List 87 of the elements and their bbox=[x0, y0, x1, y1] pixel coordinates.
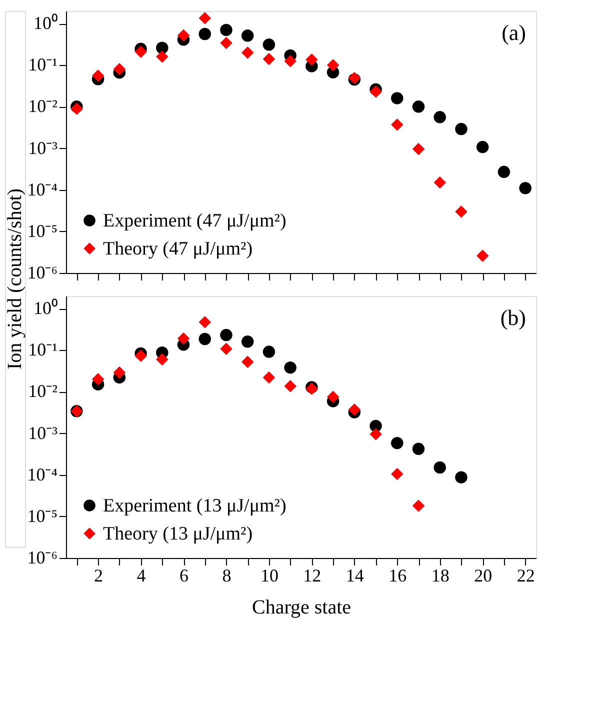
x-tick-label: 16 bbox=[388, 566, 407, 586]
point bbox=[198, 28, 211, 40]
x-tick-label: 20 bbox=[474, 566, 492, 586]
y-tick-label: 10⁻⁶ bbox=[27, 548, 58, 568]
legend-label: Experiment (13 μJ/μm²) bbox=[103, 496, 286, 516]
point bbox=[241, 46, 254, 59]
annotation: (b) bbox=[500, 305, 526, 330]
y-tick-label: 10⁻⁴ bbox=[27, 179, 58, 200]
point bbox=[455, 122, 468, 136]
point bbox=[455, 205, 468, 218]
point bbox=[284, 54, 296, 68]
point bbox=[284, 361, 296, 374]
point bbox=[391, 118, 404, 131]
x-tick-label: 10 bbox=[260, 566, 278, 586]
annotation: (a) bbox=[502, 20, 526, 45]
y-tick-label: 10⁻¹ bbox=[28, 54, 58, 75]
point bbox=[455, 471, 468, 484]
point bbox=[476, 140, 489, 154]
point bbox=[284, 380, 296, 392]
point bbox=[241, 356, 254, 368]
point bbox=[262, 38, 276, 51]
point bbox=[134, 350, 147, 362]
point bbox=[92, 69, 104, 82]
point bbox=[220, 342, 232, 355]
point bbox=[92, 373, 104, 386]
point bbox=[412, 442, 425, 456]
point bbox=[412, 100, 425, 113]
point bbox=[113, 63, 126, 76]
point bbox=[262, 371, 276, 384]
x-tick-label: 4 bbox=[136, 566, 146, 586]
x-tick-label: 22 bbox=[516, 566, 535, 586]
y-tick-label: 10⁻³ bbox=[28, 422, 58, 443]
point bbox=[134, 46, 147, 58]
legend-label: Theory (47 μJ/μm²) bbox=[103, 238, 253, 260]
point bbox=[326, 58, 340, 72]
point bbox=[412, 142, 425, 156]
point bbox=[198, 332, 211, 346]
point bbox=[198, 12, 211, 24]
point bbox=[348, 404, 361, 416]
point bbox=[262, 52, 276, 66]
point bbox=[156, 353, 168, 366]
x-tick-label: 8 bbox=[222, 566, 232, 586]
y-tick-label: 10⁻¹ bbox=[28, 340, 58, 360]
y-tick-label: 10⁻² bbox=[28, 96, 58, 116]
x-tick-label: 14 bbox=[346, 566, 364, 586]
point bbox=[220, 36, 232, 50]
point bbox=[198, 316, 211, 328]
y-tick-label: 10⁻³ bbox=[28, 138, 58, 158]
x-tick-label: 2 bbox=[94, 566, 104, 586]
x-axis-title: Charge state bbox=[252, 596, 352, 618]
point bbox=[434, 461, 446, 474]
point bbox=[326, 390, 340, 403]
point bbox=[412, 500, 425, 512]
point bbox=[220, 328, 232, 342]
point bbox=[391, 436, 404, 450]
y-tick-label: 10⁻⁴ bbox=[27, 464, 58, 484]
y-tick-label: 10⁻⁵ bbox=[27, 506, 58, 526]
x-tick-label: 12 bbox=[303, 566, 322, 586]
point bbox=[434, 176, 446, 189]
point bbox=[391, 468, 404, 480]
point bbox=[156, 42, 168, 54]
y-tick-label: 10⁰ bbox=[34, 13, 58, 34]
legend-label: Theory (13 μJ/μm²) bbox=[103, 524, 253, 544]
y-tick-label: 10⁰ bbox=[34, 298, 58, 318]
y-tick-label: 10⁻⁵ bbox=[27, 220, 58, 241]
point bbox=[391, 92, 404, 104]
x-tick-label: 18 bbox=[431, 566, 450, 586]
legend-label: Experiment (47 μJ/μm²) bbox=[103, 210, 286, 232]
point bbox=[241, 336, 254, 348]
point bbox=[498, 166, 510, 178]
point bbox=[177, 29, 190, 42]
point bbox=[241, 30, 254, 42]
y-tick-label: 10⁻² bbox=[28, 381, 58, 402]
point bbox=[113, 366, 126, 379]
point bbox=[306, 54, 318, 66]
point bbox=[370, 86, 382, 98]
point bbox=[177, 332, 190, 345]
y-axis-title: Ion yield (counts/shot) bbox=[4, 188, 26, 370]
point bbox=[262, 346, 276, 358]
x-tick-label: 6 bbox=[180, 566, 188, 586]
point bbox=[519, 182, 532, 194]
point bbox=[370, 428, 382, 440]
point bbox=[220, 24, 232, 36]
point bbox=[434, 111, 446, 124]
point bbox=[476, 250, 489, 262]
y-tick-label: 10⁻⁶ bbox=[27, 262, 58, 282]
point bbox=[156, 50, 168, 63]
